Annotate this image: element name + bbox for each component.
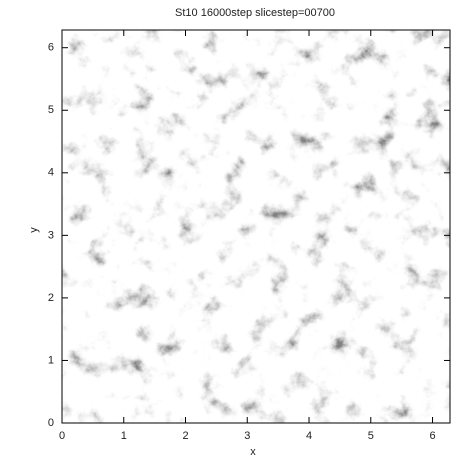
y-tick-label: 3 (48, 229, 54, 241)
y-tick-label: 1 (48, 354, 54, 366)
x-tick-label: 1 (121, 430, 127, 442)
y-tick-label: 0 (48, 417, 54, 429)
field-texture (62, 30, 450, 423)
x-axis-label: x (250, 446, 256, 458)
x-tick-label: 2 (182, 430, 188, 442)
x-tick-label: 5 (368, 430, 374, 442)
y-axis-label: y (28, 227, 40, 233)
y-tick-label: 4 (48, 167, 54, 179)
x-tick-label: 6 (429, 430, 435, 442)
x-tick-label: 0 (59, 430, 65, 442)
x-tick-label: 3 (244, 430, 250, 442)
chart: St10 16000step slicestep=00700 x y 0 1 2 3 4… (0, 0, 464, 462)
x-tick-label: 4 (306, 430, 312, 442)
y-tick-label: 6 (48, 42, 54, 54)
y-tick-label: 5 (48, 104, 54, 116)
chart-title: St10 16000step slicestep=00700 (175, 7, 335, 19)
y-tick-label: 2 (48, 292, 54, 304)
